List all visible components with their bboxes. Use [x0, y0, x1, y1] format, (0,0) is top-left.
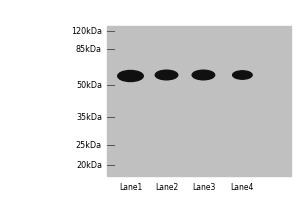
Text: 50kDa: 50kDa: [76, 81, 102, 90]
Text: Lane3: Lane3: [192, 184, 216, 192]
Text: 25kDa: 25kDa: [76, 140, 102, 149]
Text: Lane2: Lane2: [155, 184, 178, 192]
Bar: [106, 26, 291, 176]
Ellipse shape: [118, 71, 143, 82]
Ellipse shape: [155, 70, 178, 80]
Ellipse shape: [192, 70, 215, 80]
Text: 85kDa: 85kDa: [76, 45, 102, 53]
Ellipse shape: [232, 71, 252, 79]
Text: Lane4: Lane4: [230, 184, 253, 192]
Text: Lane1: Lane1: [119, 184, 142, 192]
Text: 120kDa: 120kDa: [71, 26, 102, 36]
Text: 35kDa: 35kDa: [76, 112, 102, 121]
Text: 20kDa: 20kDa: [76, 160, 102, 170]
